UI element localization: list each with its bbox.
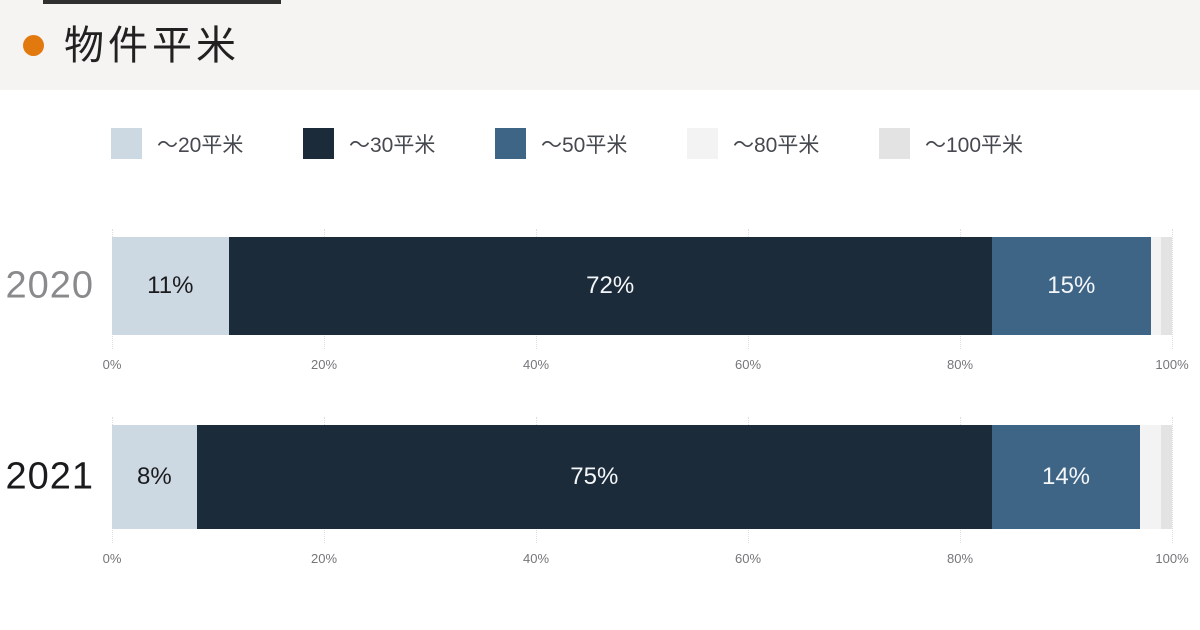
bar-segment: 75%: [196, 425, 992, 529]
bar-segment: [1161, 237, 1172, 335]
gridline: [1172, 417, 1173, 543]
legend-label: ～20平米: [157, 133, 244, 157]
legend-swatch-icon: [303, 128, 334, 159]
axis-tick-label: 20%: [310, 357, 338, 372]
axis-tick-label: 0%: [102, 551, 122, 566]
page-header: 物件平米: [0, 0, 1200, 90]
legend-label: ～50平米: [541, 133, 628, 157]
legend-item: ～80平米: [687, 128, 879, 159]
bar-segment: 15%: [991, 237, 1151, 335]
legend-swatch-icon: [111, 128, 142, 159]
legend-label: ～100平米: [925, 133, 1024, 157]
axis-tick-label: 100%: [1155, 357, 1189, 372]
bar-segment: 14%: [991, 425, 1141, 529]
axis-tick-label: 40%: [522, 357, 550, 372]
legend-swatch-icon: [495, 128, 526, 159]
x-axis-2020: 0% 20% 40% 60% 80% 100%: [103, 357, 1189, 375]
legend-item: ～50平米: [495, 128, 687, 159]
axis-tick-label: 60%: [734, 357, 762, 372]
gridline: [1172, 229, 1173, 349]
bar-segment: 72%: [228, 237, 992, 335]
chart-row-2021: 2021 8% 75% 14% 0% 20% 40% 60% 80% 100%: [5, 417, 1189, 566]
category-label-2020: 2020: [5, 264, 94, 307]
legend-item: ～30平米: [303, 128, 495, 159]
legend-label: ～30平米: [349, 133, 436, 157]
chart-legend: ～20平米 ～30平米 ～50平米 ～80平米 ～100平米: [111, 128, 1023, 159]
stacked-bar-2020: 11% 72% 15%: [112, 237, 1172, 335]
header-accent-line: [43, 0, 281, 4]
axis-tick-label: 100%: [1155, 551, 1189, 566]
axis-tick-label: 40%: [522, 551, 550, 566]
chart-row-2020: 2020 11% 72% 15% 0% 20% 40% 60% 80% 100%: [5, 229, 1189, 372]
legend-label: ～80平米: [733, 133, 820, 157]
axis-tick-label: 80%: [946, 357, 974, 372]
bar-segment: 8%: [112, 425, 197, 529]
x-axis-2021: 0% 20% 40% 60% 80% 100%: [103, 551, 1189, 569]
category-label-2021: 2021: [5, 455, 94, 498]
axis-tick-label: 80%: [946, 551, 974, 566]
legend-swatch-icon: [687, 128, 718, 159]
bar-segment: [1161, 425, 1172, 529]
stacked-bar-2021: 8% 75% 14%: [112, 425, 1172, 529]
bullet-icon: [23, 35, 44, 56]
legend-swatch-icon: [879, 128, 910, 159]
legend-item: ～100平米: [879, 128, 1023, 159]
axis-tick-label: 60%: [734, 551, 762, 566]
legend-item: ～20平米: [111, 128, 303, 159]
bar-segment: [1140, 425, 1162, 529]
page-title: 物件平米: [64, 24, 240, 68]
axis-tick-label: 0%: [102, 357, 122, 372]
axis-tick-label: 20%: [310, 551, 338, 566]
bar-segment: [1150, 237, 1162, 335]
bar-segment: 11%: [112, 237, 229, 335]
